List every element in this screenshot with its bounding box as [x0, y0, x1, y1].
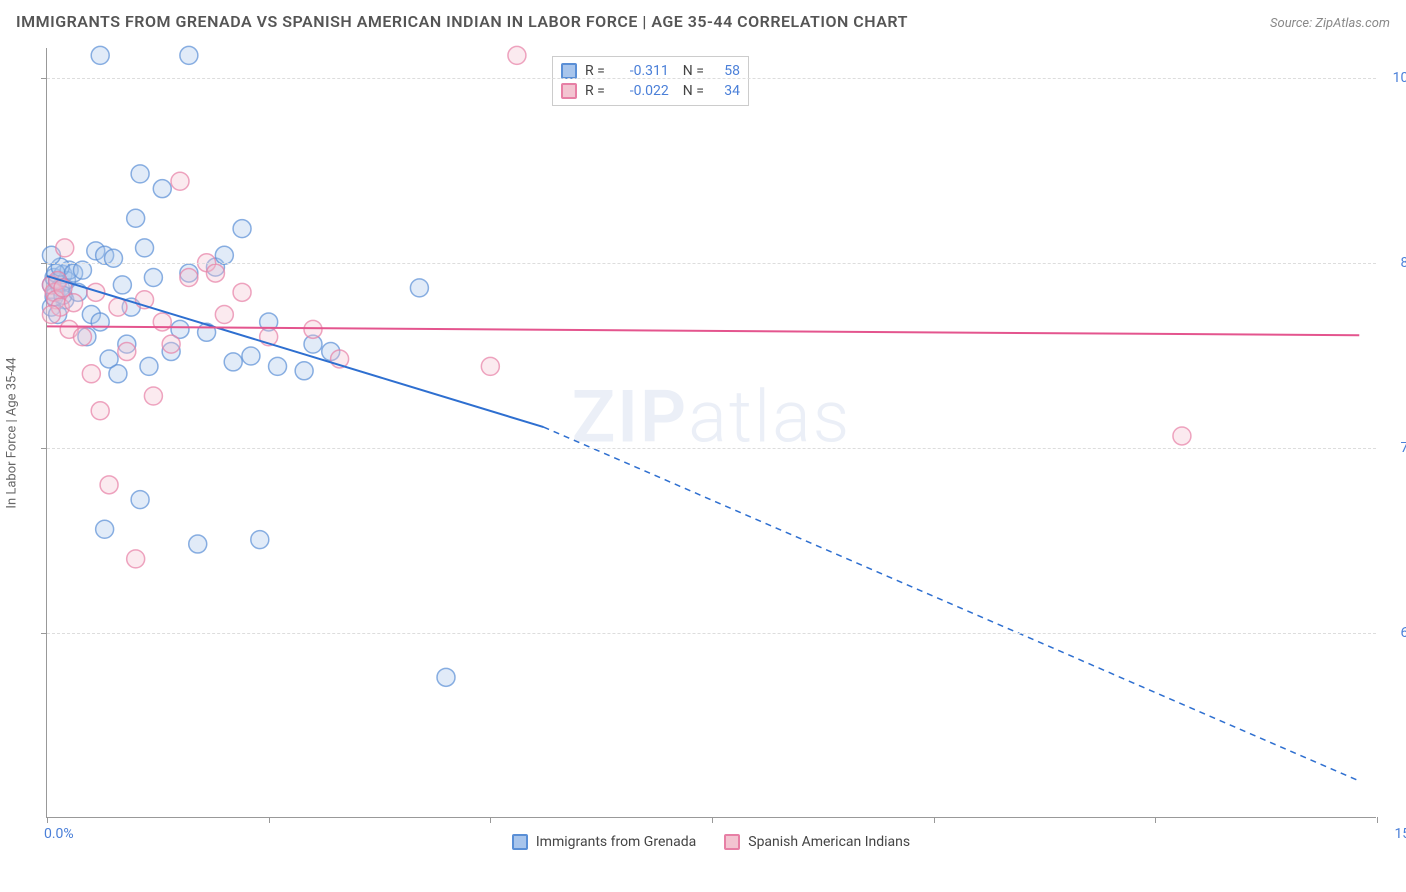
- r-value: -0.022: [613, 83, 669, 99]
- y-tick: [41, 263, 47, 264]
- scatter-point: [82, 365, 100, 383]
- y-tick-label: 87.5%: [1400, 255, 1406, 271]
- legend-label: Spanish American Indians: [748, 834, 910, 850]
- scatter-point: [109, 298, 127, 316]
- x-tick: [490, 817, 491, 823]
- scatter-point: [295, 362, 313, 380]
- scatter-point: [242, 347, 260, 365]
- scatter-point: [269, 357, 287, 375]
- scatter-point: [180, 269, 198, 287]
- y-tick: [41, 633, 47, 634]
- scatter-point: [127, 550, 145, 568]
- title-bar: IMMIGRANTS FROM GRENADA VS SPANISH AMERI…: [0, 0, 1406, 39]
- scatter-point: [153, 313, 171, 331]
- legend-item: Immigrants from Grenada: [512, 834, 696, 850]
- grid-line-h: [47, 78, 1376, 79]
- scatter-point: [96, 520, 114, 538]
- legend-swatch: [724, 834, 740, 850]
- y-tick-label: 62.5%: [1400, 625, 1406, 641]
- x-tick: [712, 817, 713, 823]
- grid-line-h: [47, 448, 1376, 449]
- scatter-point: [105, 249, 123, 267]
- stat-row: R = -0.022 N = 34: [561, 81, 740, 101]
- plot-area: ZIPatlas R =-0.311N =58R =-0.022N =34: [46, 48, 1376, 818]
- scatter-point: [127, 209, 145, 227]
- scatter-point: [481, 357, 499, 375]
- scatter-point: [91, 402, 109, 420]
- r-prefix: R =: [585, 83, 605, 99]
- y-tick: [41, 448, 47, 449]
- plot-svg: [47, 48, 1377, 818]
- plot-wrap: ZIPatlas R =-0.311N =58R =-0.022N =34 In…: [46, 48, 1376, 818]
- chart-title: IMMIGRANTS FROM GRENADA VS SPANISH AMERI…: [16, 12, 908, 31]
- scatter-point: [1173, 427, 1191, 445]
- scatter-point: [215, 306, 233, 324]
- scatter-point: [109, 365, 127, 383]
- scatter-point: [437, 668, 455, 686]
- y-axis-label: In Labor Force | Age 35-44: [5, 357, 20, 508]
- scatter-point: [304, 320, 322, 338]
- scatter-point: [144, 387, 162, 405]
- legend-label: Immigrants from Grenada: [536, 834, 696, 850]
- scatter-point: [251, 531, 269, 549]
- scatter-point: [215, 246, 233, 264]
- legend-swatch: [512, 834, 528, 850]
- scatter-point: [131, 491, 149, 509]
- legend-item: Spanish American Indians: [724, 834, 910, 850]
- scatter-point: [140, 357, 158, 375]
- n-value: 34: [712, 83, 740, 99]
- scatter-point: [189, 535, 207, 553]
- source-credit: Source: ZipAtlas.com: [1270, 16, 1390, 31]
- scatter-point: [131, 165, 149, 183]
- r-prefix: R =: [585, 63, 605, 79]
- x-tick: [1377, 817, 1378, 823]
- r-value: -0.311: [613, 63, 669, 79]
- regression-line-solid: [47, 326, 1359, 335]
- scatter-point: [73, 261, 91, 279]
- scatter-point: [136, 239, 154, 257]
- x-tick: [1155, 817, 1156, 823]
- scatter-point: [56, 239, 74, 257]
- scatter-point: [144, 269, 162, 287]
- grid-line-h: [47, 633, 1376, 634]
- scatter-point: [118, 343, 136, 361]
- grid-line-h: [47, 263, 1376, 264]
- n-prefix: N =: [683, 83, 704, 99]
- x-tick: [934, 817, 935, 823]
- y-tick-label: 75.0%: [1400, 440, 1406, 456]
- scatter-point: [100, 476, 118, 494]
- scatter-point: [113, 276, 131, 294]
- n-prefix: N =: [683, 63, 704, 79]
- scatter-point: [42, 306, 60, 324]
- legend-swatch: [561, 83, 577, 99]
- y-tick: [41, 78, 47, 79]
- scatter-point: [233, 220, 251, 238]
- x-max-label: 15.0%: [1394, 826, 1406, 842]
- scatter-point: [73, 328, 91, 346]
- correlation-stat-box: R = -0.311 N = 58 R = -0.022 N = 34: [552, 56, 749, 106]
- bottom-legend: Immigrants from Grenada Spanish American …: [46, 834, 1376, 850]
- n-value: 58: [712, 63, 740, 79]
- scatter-point: [65, 294, 83, 312]
- scatter-point: [153, 180, 171, 198]
- scatter-point: [91, 313, 109, 331]
- regression-line-dashed: [544, 427, 1360, 781]
- scatter-point: [233, 283, 251, 301]
- scatter-point: [206, 264, 224, 282]
- scatter-point: [410, 279, 428, 297]
- scatter-point: [171, 172, 189, 190]
- x-tick: [269, 817, 270, 823]
- scatter-point: [180, 46, 198, 64]
- legend-swatch: [561, 63, 577, 79]
- x-tick: [47, 817, 48, 823]
- y-tick-label: 100.0%: [1393, 70, 1406, 86]
- scatter-point: [508, 46, 526, 64]
- scatter-point: [91, 46, 109, 64]
- scatter-point: [224, 353, 242, 371]
- scatter-point: [162, 335, 180, 353]
